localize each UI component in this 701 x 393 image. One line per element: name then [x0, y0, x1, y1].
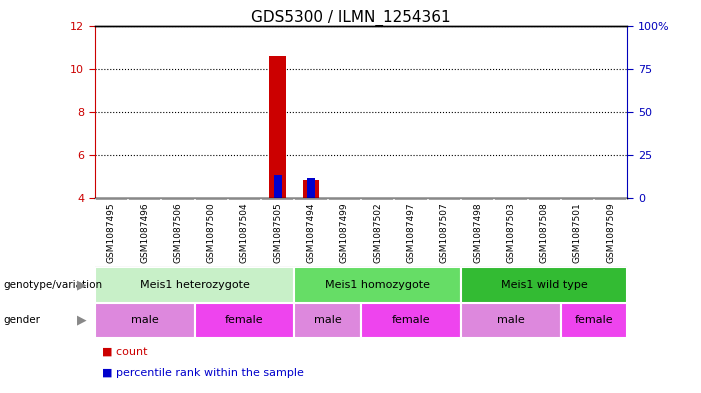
Bar — [294, 267, 461, 303]
Text: GSM1087508: GSM1087508 — [540, 202, 549, 263]
Bar — [195, 303, 294, 338]
Text: female: female — [392, 315, 430, 325]
Text: female: female — [575, 315, 613, 325]
Text: GSM1087497: GSM1087497 — [407, 202, 416, 263]
Text: female: female — [225, 315, 264, 325]
Text: Meis1 wild type: Meis1 wild type — [501, 280, 587, 290]
Bar — [95, 267, 294, 303]
Text: gender: gender — [4, 315, 41, 325]
Bar — [95, 303, 194, 338]
Text: GSM1087494: GSM1087494 — [306, 203, 315, 263]
Text: genotype/variation: genotype/variation — [4, 280, 102, 290]
Bar — [361, 303, 461, 338]
Text: male: male — [314, 315, 341, 325]
Text: GSM1087499: GSM1087499 — [340, 202, 349, 263]
Text: GSM1087506: GSM1087506 — [173, 202, 182, 263]
Bar — [461, 303, 561, 338]
Text: GSM1087504: GSM1087504 — [240, 202, 249, 263]
Bar — [269, 56, 286, 198]
Text: GSM1087498: GSM1087498 — [473, 202, 482, 263]
Bar — [303, 180, 320, 198]
Text: ■ percentile rank within the sample: ■ percentile rank within the sample — [102, 368, 304, 378]
Text: GSM1087495: GSM1087495 — [107, 202, 116, 263]
Text: ▶: ▶ — [76, 278, 86, 292]
Text: ■ count: ■ count — [102, 347, 147, 357]
Text: GSM1087505: GSM1087505 — [273, 202, 283, 263]
Text: GSM1087502: GSM1087502 — [373, 202, 382, 263]
Text: GSM1087500: GSM1087500 — [207, 202, 216, 263]
Text: GSM1087501: GSM1087501 — [573, 202, 582, 263]
Text: Meis1 homozygote: Meis1 homozygote — [325, 280, 430, 290]
Text: GSM1087503: GSM1087503 — [506, 202, 515, 263]
Bar — [561, 303, 627, 338]
Text: GDS5300 / ILMN_1254361: GDS5300 / ILMN_1254361 — [251, 10, 450, 26]
Bar — [461, 267, 627, 303]
Bar — [307, 178, 315, 198]
Text: male: male — [497, 315, 525, 325]
Text: GSM1087496: GSM1087496 — [140, 202, 149, 263]
Text: Meis1 heterozygote: Meis1 heterozygote — [139, 280, 250, 290]
Text: GSM1087509: GSM1087509 — [606, 202, 615, 263]
Bar — [294, 303, 361, 338]
Bar — [274, 174, 282, 198]
Text: male: male — [130, 315, 158, 325]
Text: GSM1087507: GSM1087507 — [440, 202, 449, 263]
Text: ▶: ▶ — [76, 314, 86, 327]
